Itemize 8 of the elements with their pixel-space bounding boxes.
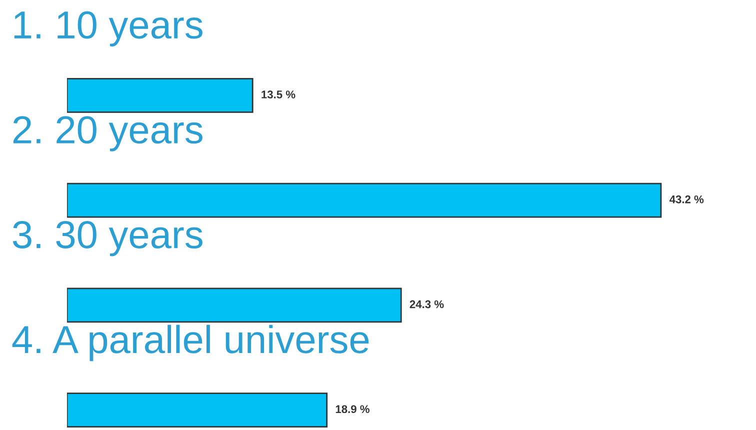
data-label: 13.5 % xyxy=(262,90,296,98)
y-tick-label: 2. 20 years xyxy=(13,116,202,152)
data-label: 43.2 % xyxy=(669,195,704,204)
data-label: 24.3 % xyxy=(410,300,444,308)
y-tick-label: 1. 10 years xyxy=(14,11,202,46)
y-tick-label: 3. 30 years xyxy=(12,220,202,256)
data-label: 18.9 % xyxy=(336,405,370,414)
y-tick-label: 4. A parallel universe xyxy=(12,324,369,362)
